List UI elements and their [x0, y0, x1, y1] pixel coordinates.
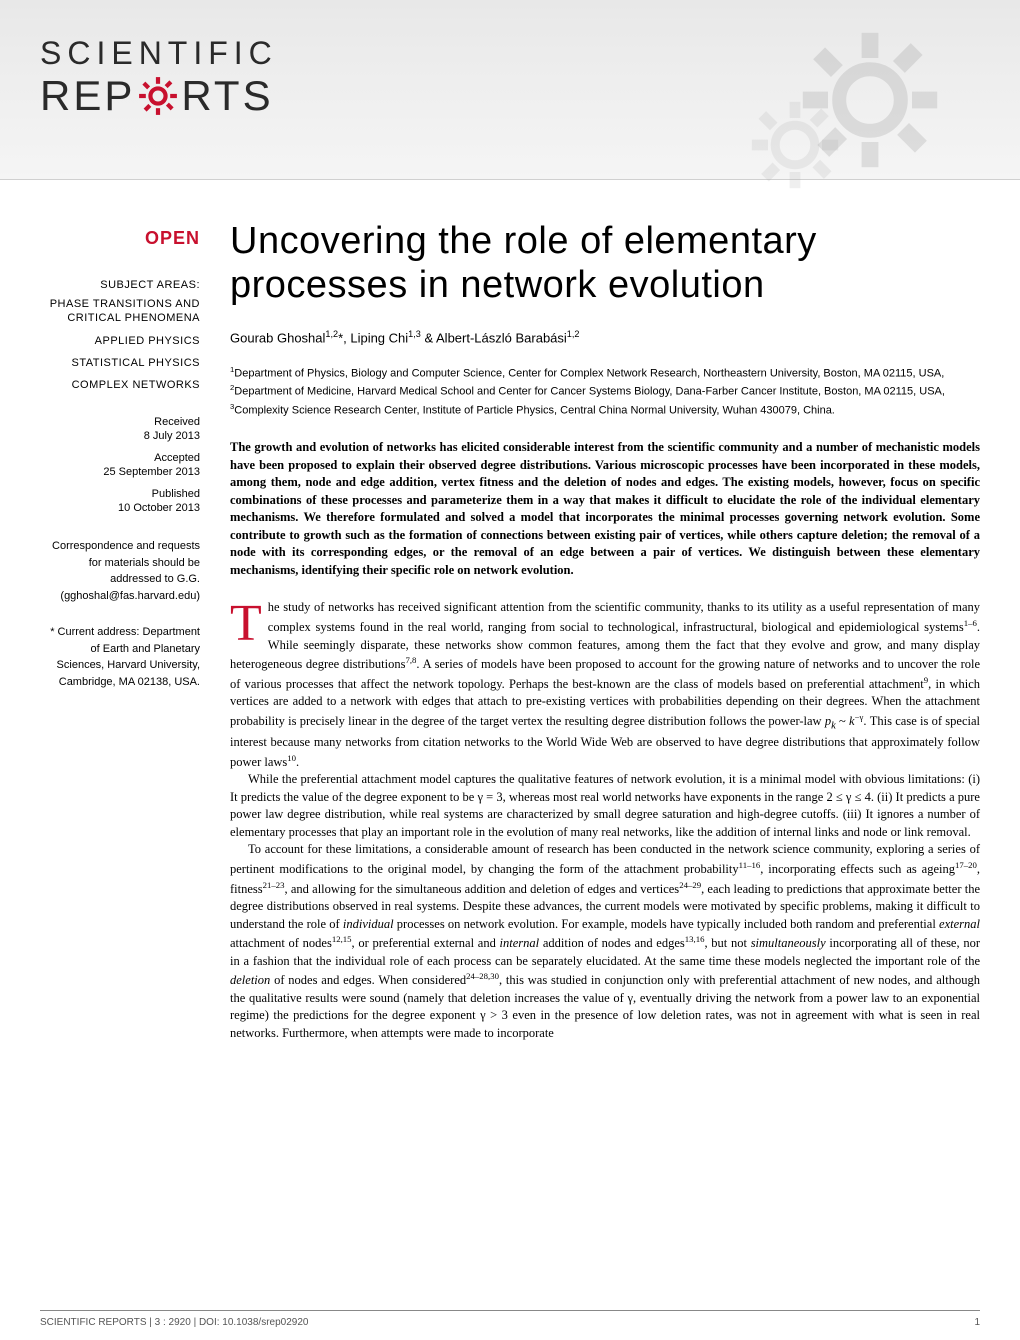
accepted-label: Accepted: [40, 452, 200, 464]
body-text: The study of networks has received signi…: [230, 599, 980, 1042]
article-main: Uncovering the role of elementary proces…: [220, 220, 980, 1042]
abstract-text: The growth and evolution of networks has…: [230, 439, 980, 579]
correspondence-block: Correspondence and requests for material…: [40, 538, 200, 604]
page-footer: SCIENTIFIC REPORTS | 3 : 2920 | DOI: 10.…: [40, 1310, 980, 1328]
dropcap-letter: T: [230, 599, 268, 645]
subject-area-item: PHASE TRANSITIONS AND CRITICAL PHENOMENA: [40, 297, 200, 326]
sidebar: OPEN SUBJECT AREAS: PHASE TRANSITIONS AN…: [40, 220, 220, 1042]
received-date: 8 July 2013: [40, 430, 200, 442]
current-address-block: * Current address: Department of Earth a…: [40, 624, 200, 690]
subject-areas-block: SUBJECT AREAS: PHASE TRANSITIONS AND CRI…: [40, 279, 200, 392]
gear-icon: [137, 75, 179, 117]
page-body: OPEN SUBJECT AREAS: PHASE TRANSITIONS AN…: [0, 180, 1020, 1052]
journal-name-line2: REP RTS: [40, 72, 278, 120]
subject-area-item: STATISTICAL PHYSICS: [40, 356, 200, 370]
paragraph-3: To account for these limitations, a cons…: [230, 841, 980, 1042]
published-date: 10 October 2013: [40, 502, 200, 514]
journal-name-line1: SCIENTIFIC: [40, 35, 278, 72]
paragraph-1-text: he study of networks has received signif…: [230, 600, 980, 768]
gear-decoration-icon-2: [750, 100, 840, 195]
paragraph-1: The study of networks has received signi…: [230, 599, 980, 771]
paragraph-2: While the preferential attachment model …: [230, 771, 980, 841]
footer-citation: SCIENTIFIC REPORTS | 3 : 2920 | DOI: 10.…: [40, 1317, 308, 1328]
journal-name-pre: REP: [40, 72, 135, 120]
authors-line: Gourab Ghoshal1,2*, Liping Chi1,3 & Albe…: [230, 329, 980, 345]
affiliations-block: 1Department of Physics, Biology and Comp…: [230, 364, 980, 420]
subject-area-item: APPLIED PHYSICS: [40, 334, 200, 348]
footer-page-number: 1: [974, 1317, 980, 1328]
journal-name-post: RTS: [181, 72, 273, 120]
accepted-date: 25 September 2013: [40, 466, 200, 478]
open-access-badge: OPEN: [40, 228, 200, 249]
subject-areas-heading: SUBJECT AREAS:: [40, 279, 200, 291]
journal-header: SCIENTIFIC REP: [0, 0, 1020, 180]
received-label: Received: [40, 416, 200, 428]
published-label: Published: [40, 488, 200, 500]
article-title: Uncovering the role of elementary proces…: [230, 220, 980, 307]
journal-logo: SCIENTIFIC REP: [40, 35, 278, 120]
subject-area-item: COMPLEX NETWORKS: [40, 378, 200, 392]
dates-block: Received 8 July 2013 Accepted 25 Septemb…: [40, 416, 200, 514]
